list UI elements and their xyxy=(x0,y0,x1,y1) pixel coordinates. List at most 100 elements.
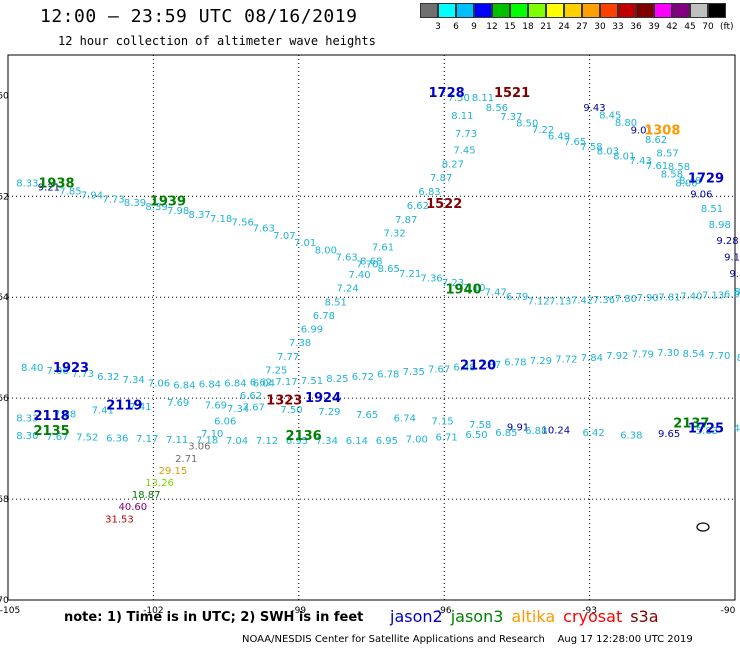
swh-value: 9.11 xyxy=(724,252,740,263)
swh-value: 7.69 xyxy=(167,398,189,409)
swh-value: 8.98 xyxy=(709,220,731,231)
swh-value: 8.80 xyxy=(615,118,637,129)
swh-value: 7.51 xyxy=(301,376,323,387)
scale-swatch xyxy=(672,3,690,18)
swh-value: 3.06 xyxy=(188,442,210,453)
swh-value: 7.29 xyxy=(530,356,552,367)
swh-value: 7.87 xyxy=(430,173,452,184)
swh-value: 7.80 xyxy=(615,294,637,305)
swh-value: 7.12 xyxy=(527,297,549,308)
swh-value: 9.18 xyxy=(729,269,740,280)
swh-value: 7.88 xyxy=(54,410,76,421)
swh-value: 7.58 xyxy=(580,142,602,153)
swh-value: 7.30 xyxy=(657,348,679,359)
swh-value: 8.03 xyxy=(597,147,619,158)
swh-value: 7.67 xyxy=(243,403,265,414)
map-subtitle: 12 hour collection of altimeter wave hei… xyxy=(58,34,376,48)
lon-tick-label: -102 xyxy=(143,606,163,616)
swh-value: 7.06 xyxy=(46,366,68,377)
swh-value: 7.00 xyxy=(406,435,428,446)
lat-tick-label: -64 xyxy=(0,293,9,303)
swh-value: 9.91 xyxy=(507,423,529,434)
pass-time-label: 1729 xyxy=(688,172,724,187)
swh-value: 9.43 xyxy=(583,103,605,114)
pass-time-label: 1725 xyxy=(688,421,724,436)
swh-value: 8.11 xyxy=(472,93,494,104)
swh-value: 7.40 xyxy=(348,270,370,281)
scale-label: 33 xyxy=(612,22,624,32)
swh-value: 7.63 xyxy=(335,252,357,263)
swh-value: 7.04 xyxy=(226,436,248,447)
swh-value: 8.39 xyxy=(124,198,146,209)
swh-value: 10.24 xyxy=(541,425,570,436)
lon-tick-label: -90 xyxy=(721,606,736,616)
swh-value: 7.73 xyxy=(455,129,477,140)
swh-value: 8.48 xyxy=(679,176,701,187)
swh-value: 7.40 xyxy=(680,291,702,302)
lat-tick-label: -62 xyxy=(0,192,9,202)
swh-value: 7.37 xyxy=(500,112,522,123)
swh-value: 7.65 xyxy=(564,137,586,148)
pass-time-label: 2118 xyxy=(34,409,70,424)
swh-value: 8.3 xyxy=(737,353,740,364)
swh-value: 4.14 xyxy=(734,423,740,434)
swh-value: 7.70 xyxy=(708,351,730,362)
swh-value: 6.62 xyxy=(250,378,272,389)
swh-value: 6.36 xyxy=(106,433,128,444)
swh-value: 6.78 xyxy=(504,358,526,369)
swh-value: 6.83 xyxy=(418,187,440,198)
swh-value: 9.06 xyxy=(690,190,712,201)
legend-altika: altika xyxy=(511,607,556,626)
swh-value: 8.68 xyxy=(360,256,382,267)
swh-value: 6.84 xyxy=(199,379,221,390)
scale-label: 42 xyxy=(666,22,678,32)
swh-value: 7.12 xyxy=(256,436,278,447)
swh-value: 7.24 xyxy=(336,284,358,295)
swh-value: 7.70 xyxy=(356,260,378,271)
pass-time-label: 2120 xyxy=(460,358,496,373)
swh-value: 7.34 xyxy=(316,436,338,447)
scale-swatch xyxy=(708,3,726,18)
swh-value: 7.67 xyxy=(428,365,450,376)
scale-label: 27 xyxy=(576,22,588,32)
scale-swatch xyxy=(546,3,564,18)
swh-value: 7.13 xyxy=(549,297,571,308)
swh-value: 6.50 xyxy=(465,430,487,441)
lon-tick-label: -99 xyxy=(291,606,306,616)
swh-value: 7.21 xyxy=(399,269,421,280)
pass-time-label: 1924 xyxy=(305,391,341,406)
swh-value: 8.62 xyxy=(645,135,667,146)
lat-tick-label: -60 xyxy=(0,91,9,101)
swh-value: 6.84 xyxy=(224,379,246,390)
scale-swatch xyxy=(528,3,546,18)
swh-value: 7.18 xyxy=(196,436,218,447)
lat-tick-label: -68 xyxy=(0,495,9,505)
swh-value: 7.32 xyxy=(383,229,405,240)
swh-value: 8.01 xyxy=(613,151,635,162)
swh-value: 7.72 xyxy=(555,354,577,365)
swh-value: 6.99 xyxy=(301,325,323,336)
swh-value: 7.87 xyxy=(395,215,417,226)
swh-value: 8.9 xyxy=(734,287,740,298)
swh-value: 5.83 xyxy=(696,426,718,437)
legend-jason2: jason2 xyxy=(390,607,443,626)
swh-value: 8.11 xyxy=(451,111,473,122)
scale-swatch xyxy=(618,3,636,18)
pass-time-label: 1521 xyxy=(494,86,530,101)
map-title: 12:00 – 23:59 UTC 08/16/2019 xyxy=(40,6,358,27)
swh-value: 8.27 xyxy=(442,159,464,170)
pass-time-label: 2135 xyxy=(34,424,70,439)
lat-tick-label: -70 xyxy=(0,596,9,606)
swh-value: 8.51 xyxy=(325,297,347,308)
scale-swatch xyxy=(600,3,618,18)
swh-value: 7.61 xyxy=(646,161,668,172)
swh-value: 7.36 xyxy=(420,273,442,284)
scale-label: 6 xyxy=(453,22,459,32)
swh-value: 7.79 xyxy=(632,350,654,361)
swh-value: 6.95 xyxy=(286,436,308,447)
swh-value: 8.33 xyxy=(16,179,38,190)
swh-value: 6.42 xyxy=(582,428,604,439)
swh-value: 6.78 xyxy=(377,369,399,380)
footer-credit: NOAA/NESDIS Center for Satellite Applica… xyxy=(242,634,693,645)
